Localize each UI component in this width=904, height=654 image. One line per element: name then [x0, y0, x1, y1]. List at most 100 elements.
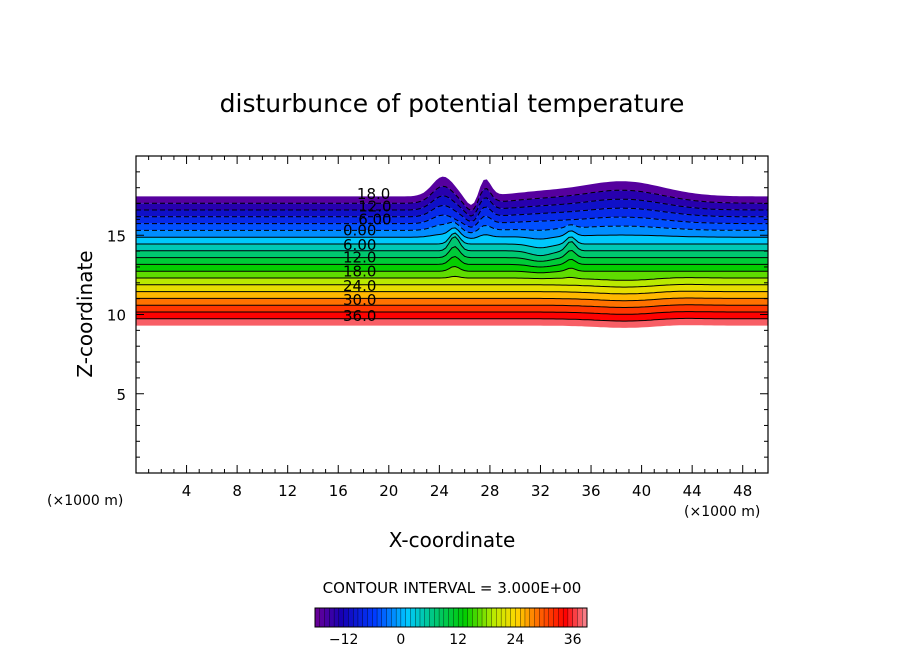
contour-line: [136, 297, 768, 302]
colorbar-cell: [577, 607, 583, 628]
colorbar-cell: [553, 607, 559, 628]
colorbar-cell: [510, 607, 516, 628]
colorbar-cell: [391, 607, 397, 628]
colorbar-cell: [524, 607, 531, 628]
contour-label: 36.0: [343, 307, 376, 325]
chart-title: disturbunce of potential temperature: [220, 89, 685, 118]
contour-label: 0.00: [343, 221, 376, 239]
contour-interval-text: CONTOUR INTERVAL = 3.000E+00: [323, 579, 582, 597]
colorbar-cell: [353, 607, 359, 628]
colorbar-cell: [562, 607, 569, 628]
x-tick-label: 8: [232, 482, 242, 500]
colorbar-cell: [548, 607, 555, 628]
colorbar-cell: [539, 607, 545, 628]
contour-band: [136, 205, 768, 228]
contour-label: 12.0: [343, 248, 376, 266]
colorbar-cell: [381, 607, 388, 628]
colorbar-cell: [424, 607, 430, 628]
x-tick-label: 12: [278, 482, 297, 500]
colorbar-cell: [405, 607, 411, 628]
colorbar-cell: [434, 607, 440, 628]
contour-band: [136, 246, 768, 267]
contour-line: [136, 232, 768, 249]
y-tick-label: 5: [116, 386, 126, 404]
contour-line: [136, 185, 768, 212]
x-tick-label: 48: [733, 482, 752, 500]
colorbar-cell: [362, 607, 368, 628]
colorbar-cell: [395, 607, 402, 628]
colorbar-cell: [429, 607, 435, 628]
colorbar-tick-label: 12: [449, 632, 467, 648]
contour-line: [136, 246, 768, 262]
contour-label: 6.00: [343, 236, 376, 254]
z-unit-label: (×1000 m): [47, 493, 123, 509]
x-tick-label: 36: [581, 482, 600, 500]
x-tick-label: 40: [632, 482, 651, 500]
colorbar-cell: [372, 607, 378, 628]
contour-label: 12.0: [358, 198, 391, 216]
x-axis-label: X-coordinate: [389, 528, 516, 552]
x-tick-label: 16: [329, 482, 348, 500]
contour-label: 18.0: [343, 263, 376, 281]
colorbar-cell: [477, 607, 483, 628]
contour-line: [136, 304, 768, 308]
x-unit-label: (×1000 m): [684, 504, 760, 520]
contour-label: 18.0: [357, 185, 390, 203]
contour-label: 6.00: [358, 210, 391, 228]
contour-band: [136, 233, 768, 256]
contour-line: [136, 227, 768, 240]
contour-band: [136, 195, 768, 222]
colorbar-cell: [558, 607, 564, 628]
colorbar-cell: [457, 607, 464, 628]
colorbar-cell: [534, 607, 540, 628]
x-tick-label: 20: [379, 482, 398, 500]
colorbar-cell: [314, 607, 321, 628]
contour-band: [136, 215, 768, 233]
contour-band: [136, 256, 768, 273]
colorbar-cell: [338, 607, 345, 628]
colorbar-cell: [467, 607, 473, 628]
contour-lines: [136, 185, 768, 322]
colorbar-cell: [333, 607, 340, 628]
contour-band: [136, 176, 768, 211]
colorbar-cell: [386, 607, 392, 628]
colorbar-cell: [462, 607, 469, 628]
contour-band: [136, 186, 768, 217]
x-axis: 4 8 12 16 20 24 28 32 36 40 44 48: [148, 156, 756, 500]
colorbar-tick-label: 36: [564, 632, 582, 648]
contour-line: [136, 275, 768, 281]
colorbar-cell: [348, 607, 354, 628]
colorbar-cell: [520, 607, 526, 628]
colorbar-cell: [376, 607, 383, 628]
contour-line: [136, 221, 768, 234]
contour-band: [136, 227, 768, 248]
x-tick-label: 44: [683, 482, 702, 500]
contour-band: [136, 236, 768, 262]
colorbar-cell: [448, 607, 454, 628]
colorbar-cell: [415, 607, 421, 628]
colorbar-cell: [438, 607, 445, 628]
colorbar-cell: [443, 607, 450, 628]
colorbar-tick-label: 24: [507, 632, 525, 648]
colorbar-tick-label: 0: [396, 632, 405, 648]
contour-label: 30.0: [343, 291, 376, 309]
colorbar-frame: [314, 607, 588, 628]
colorbar: −12 0 12 24 36: [314, 607, 588, 648]
colorbar-cell: [319, 607, 326, 628]
contour-line: [136, 265, 768, 274]
colorbar-cell: [410, 607, 416, 628]
colorbar-cell: [567, 607, 574, 628]
colorbar-cell: [500, 607, 507, 628]
contour-line: [136, 317, 768, 322]
contour-line: [136, 255, 768, 268]
contour-label: 24.0: [343, 277, 376, 295]
colorbar-cell: [481, 607, 488, 628]
contour-line: [136, 236, 768, 257]
x-tick-label: 28: [480, 482, 499, 500]
colorbar-cell: [400, 607, 407, 628]
colorbar-cell: [529, 607, 535, 628]
colorbar-cell: [343, 607, 349, 628]
colorbar-cell: [572, 607, 578, 628]
colorbar-cell: [367, 607, 373, 628]
